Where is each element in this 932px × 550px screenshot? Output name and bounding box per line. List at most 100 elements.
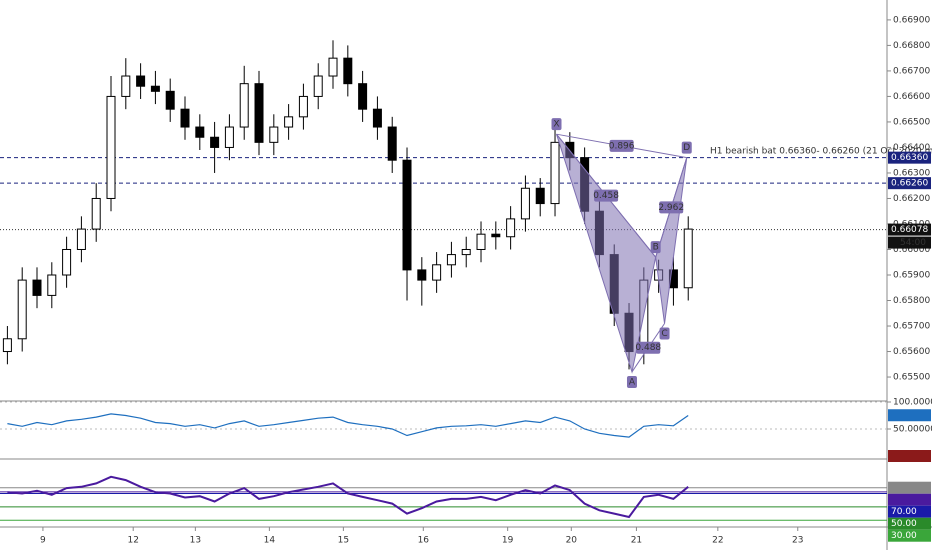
- candle-body: [195, 126, 205, 138]
- label-box: [888, 151, 931, 164]
- label-box-text: 30.00: [891, 531, 917, 541]
- candle-body: [683, 228, 693, 289]
- x-tick-label: 20: [566, 536, 578, 546]
- candle-body: [417, 269, 427, 281]
- y-tick-label: 0.65600: [893, 347, 930, 357]
- x-tick-label: 23: [792, 536, 803, 546]
- price-label-box: 50.00: [888, 517, 931, 530]
- price-label-box: 70.00: [888, 505, 931, 518]
- candle-body: [106, 95, 116, 199]
- pattern-point-label: X: [553, 120, 559, 130]
- y-tick-label: 0.66700: [893, 66, 930, 76]
- x-tick-label: 19: [502, 536, 514, 546]
- label-box: [888, 493, 931, 506]
- indicator-line: [7, 475, 689, 519]
- candle-body: [520, 187, 530, 220]
- label-box: [888, 223, 931, 236]
- pattern-point-box: [650, 241, 661, 254]
- pattern-point-label: A: [629, 377, 636, 387]
- price-label-box: 0.66260: [888, 177, 931, 190]
- indicator-line: [7, 413, 689, 438]
- label-box-text: 0.66078: [891, 225, 928, 235]
- label-box: [888, 177, 931, 190]
- x-tick-label: 21: [631, 536, 642, 546]
- y-tick-label: 0.66600: [893, 92, 930, 102]
- candle-body: [284, 116, 294, 128]
- candle-body: [254, 83, 264, 143]
- candle-body: [535, 187, 545, 205]
- y-tick-label: 0.66300: [893, 168, 930, 178]
- y-tick-label: 0.66400: [893, 143, 930, 153]
- ratio-label: 2.962: [658, 203, 684, 213]
- pattern-point-box: [626, 375, 637, 388]
- candle-body: [224, 126, 234, 148]
- price-label-box: [888, 481, 931, 494]
- y-tick-label: 50.00000: [893, 425, 932, 435]
- candle-body: [328, 57, 338, 77]
- pattern-point-label: C: [661, 329, 667, 339]
- pattern-point-box: [681, 141, 692, 154]
- pattern-point-label: B: [653, 243, 659, 253]
- price-label-box: 0.66078: [888, 223, 931, 236]
- label-box: [888, 529, 931, 542]
- ratio-box: [636, 341, 661, 354]
- candle-body: [343, 57, 353, 85]
- candle-body: [269, 126, 279, 143]
- candle-body: [76, 228, 86, 250]
- candle-body: [210, 136, 220, 148]
- y-tick-label: 0.66900: [893, 15, 930, 25]
- candle-body: [461, 248, 471, 256]
- candle-body: [387, 126, 397, 161]
- x-tick-label: 12: [127, 536, 138, 546]
- label-box: [888, 505, 931, 518]
- candle-body: [491, 233, 501, 238]
- label-box: [888, 409, 931, 422]
- y-tick-label: 0.65800: [893, 296, 930, 306]
- label-box-text: 70.00: [891, 507, 917, 517]
- label-box: [888, 517, 931, 530]
- candle-body: [180, 108, 190, 128]
- candle-body: [32, 279, 42, 296]
- ratio-box: [609, 139, 634, 152]
- pattern-point-label: D: [683, 143, 690, 153]
- candle-body: [402, 159, 412, 271]
- pattern-annotation: H1 bearish bat 0.66360- 0.66260 (21 Oct …: [710, 147, 932, 157]
- ratio-label: 0.896: [609, 141, 635, 151]
- label-box-text: 50.00: [891, 519, 917, 529]
- candle-body: [550, 141, 560, 205]
- x-tick-label: 9: [40, 536, 46, 546]
- ratio-box: [594, 189, 619, 202]
- y-tick-label: 0.66500: [893, 117, 930, 127]
- label-box-text: 0.66260: [891, 179, 928, 189]
- label-box: [888, 449, 931, 462]
- candle-body: [17, 279, 27, 340]
- label-box-text: 0.66360: [891, 153, 928, 163]
- price-label-box: [888, 409, 931, 422]
- y-tick-label: 0.66800: [893, 41, 930, 51]
- x-tick-label: 13: [190, 536, 201, 546]
- countdown: 54:00: [900, 238, 926, 248]
- candle-body: [2, 338, 12, 353]
- y-tick-label: 0.65500: [893, 373, 930, 383]
- price-label-box: 0.66360: [888, 151, 931, 164]
- candle-body: [358, 83, 368, 110]
- ratio-box: [659, 201, 684, 214]
- candle-body: [476, 233, 486, 250]
- y-tick-label: 0.65900: [893, 271, 930, 281]
- candle-body: [298, 95, 308, 118]
- y-tick-label: 0.65700: [893, 322, 930, 332]
- y-tick-label: 0.66200: [893, 194, 930, 204]
- pattern-point-box: [659, 327, 670, 340]
- price-label-box: 30.00: [888, 529, 931, 542]
- ratio-label: 0.458: [593, 191, 619, 201]
- label-box: [888, 481, 931, 494]
- candle-body: [432, 264, 442, 281]
- countdown-box: [888, 236, 931, 249]
- candle-body: [136, 75, 146, 87]
- x-tick-label: 14: [264, 536, 276, 546]
- candle-body: [62, 248, 72, 276]
- price-label-box: [888, 493, 931, 506]
- candle-body: [150, 85, 160, 92]
- x-tick-label: 22: [712, 536, 723, 546]
